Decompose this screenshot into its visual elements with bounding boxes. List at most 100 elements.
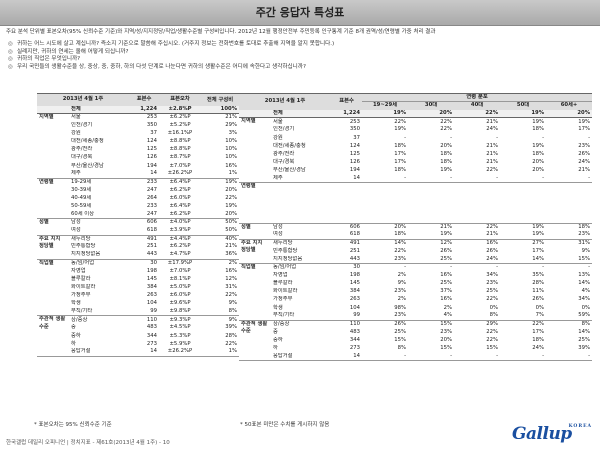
age-share-cell: 0% <box>535 304 545 311</box>
composition-cell: 19% <box>225 203 238 210</box>
age-share-cell: 23% <box>578 142 591 149</box>
sample-count-cell: 37 <box>353 134 361 141</box>
row-label: 부산/울산/경남 <box>71 162 104 169</box>
composition-cell: 9% <box>228 316 238 323</box>
row-label: 자영업 <box>273 272 288 279</box>
age-share-cell <box>500 183 546 191</box>
row-label: 여성 <box>271 231 332 240</box>
sample-count-cell: 350 <box>349 126 361 133</box>
age-share-cell: 21% <box>578 166 591 173</box>
age-share-cell: - <box>588 134 591 141</box>
sample-count-header: 표본수 <box>129 93 160 106</box>
sample-count-cell: 273 <box>146 340 158 347</box>
group-label: 주요 지지 정당별 <box>37 235 69 260</box>
age-share-cell: 22% <box>440 118 453 125</box>
row-label: 제주 <box>271 174 332 184</box>
composition-cell: 10% <box>225 146 238 153</box>
table-row: 중하 344 ±5.3%P 28% <box>37 332 239 340</box>
age-share-cell: 24% <box>486 126 499 133</box>
age-share-cell: 27% <box>532 240 545 247</box>
sample-count-cell: 14 <box>331 174 363 184</box>
group-label: 주관적 생활수준 <box>37 315 69 357</box>
age-share-cell <box>546 207 592 215</box>
age-share-cell: 21% <box>486 158 499 165</box>
composition-cell: 31% <box>225 283 238 290</box>
sample-error-cell: ±6.2%P <box>169 243 191 250</box>
sample-count-cell: 126 <box>349 158 361 165</box>
sample-error-cell: ±4.0%P <box>169 219 191 226</box>
composition-cell: 9% <box>228 300 238 307</box>
row-label: 서울 <box>273 118 283 125</box>
sample-error-cell: ±8.1%P <box>169 275 191 282</box>
age-share-cell: 18% <box>440 150 453 157</box>
age-share-cell: 18% <box>532 126 545 133</box>
age-col-header: 60세+ <box>546 101 593 110</box>
sample-error-cell: ±6.2%P <box>169 114 191 121</box>
sample-error-cell: ±6.0%P <box>169 292 191 299</box>
table-row: 제주 14- - - - - <box>239 174 593 184</box>
age-share-cell: 19% <box>500 109 547 119</box>
age-share-cell: 16% <box>440 296 453 303</box>
age-share-cell: 39% <box>578 345 591 351</box>
age-share-cell <box>408 215 455 224</box>
age-share-cell: 15% <box>546 255 593 265</box>
composition-cell: 2% <box>228 259 238 266</box>
age-share-cell: 23% <box>394 288 407 295</box>
age-share-cell: 15% <box>440 320 453 327</box>
circle-bullet-icon: ◎ <box>8 56 13 63</box>
sample-error-cell: ±9.8%P <box>159 307 202 317</box>
sample-count-cell: 247 <box>129 210 160 220</box>
row-label: 무직/기타 <box>69 307 130 317</box>
row-label: 제주 <box>69 170 130 179</box>
question-text: 귀하는 어느 시도에 살고 계십니까? 즉소지 기준으로 말씀해 주십시오. (… <box>17 41 335 47</box>
composition-header: 전체 구성비 <box>201 93 240 106</box>
age-share-cell: 19% <box>362 109 409 119</box>
age-share-cell: 4% <box>408 312 455 321</box>
age-share-cell: 18% <box>578 223 591 230</box>
question-item: ◎ 우리 국민들의 생활수준을 상, 중상, 중, 중하, 하의 다섯 단계로 나… <box>8 64 593 72</box>
age-share-cell: 24% <box>532 345 545 351</box>
age-share-cell <box>454 207 500 215</box>
table-row: 연령별 19-29세 233 ±6.4%P 19% <box>37 178 239 220</box>
sample-count-cell <box>331 191 362 199</box>
table-row: 자영업 198 2% 16% 34% 35% 13% <box>239 272 592 280</box>
sample-count-cell: 233 <box>146 203 158 210</box>
age-share-cell: 17% <box>532 247 545 254</box>
age-share-cell: 25% <box>440 280 453 287</box>
question-text: 귀하의 직업은 무엇입니까? <box>17 56 81 63</box>
table-row: 연령별 <box>239 182 592 224</box>
row-label: 농/임/어업 <box>273 264 297 271</box>
table-row: 성별 남성 606 20% 21% 22% 19% 18% <box>239 223 592 240</box>
composition-cell: 21% <box>225 114 238 121</box>
table-row: 지지정당없음 443 23% 25% 24% 14% 15% <box>239 255 593 265</box>
table-row: 학생 104 98% 2% 0% 0% 0% <box>239 304 592 312</box>
table-row: 여성 618 ±3.9%P 50% <box>37 226 240 236</box>
age-share-cell: 19% <box>532 142 545 149</box>
age-share-cell: 34% <box>486 272 499 279</box>
sample-count-cell: 491 <box>349 240 361 247</box>
row-label: 지지정당없음 <box>271 255 332 265</box>
row-label: 화이트칼라 <box>273 288 298 295</box>
age-share-cell: 17% <box>394 158 407 165</box>
sample-error-cell: ±7.0%P <box>169 267 191 274</box>
age-share-cell: 15% <box>486 345 499 351</box>
age-share-cell: 22% <box>394 247 407 254</box>
group-label <box>239 109 271 119</box>
age-share-cell: 20% <box>440 336 453 343</box>
table-row: 주관적 생활수준 상/중상 110 26% 15% 29% 22% 8% <box>239 320 592 362</box>
age-share-cell: - <box>588 264 591 271</box>
age-share-cell: 15% <box>440 345 453 351</box>
age-col-header: 19~29세 <box>362 101 409 110</box>
table-row: 화이트칼라 384 23% 37% 25% 11% 4% <box>239 288 592 296</box>
age-share-cell: 17% <box>394 150 407 157</box>
composition-cell: 39% <box>225 324 238 331</box>
row-label: 60세 이상 <box>69 210 130 220</box>
age-share-cell: 26% <box>486 247 499 254</box>
table-row: 대구/경북 126 ±8.7%P 10% <box>37 154 239 162</box>
sample-count-cell: 125 <box>146 146 158 153</box>
row-label: 중 <box>71 324 76 331</box>
sample-count-cell: 30 <box>353 264 361 271</box>
row-label: 상/중상 <box>273 320 290 327</box>
sample-count-cell: 126 <box>146 154 158 161</box>
age-share-cell: 16% <box>440 272 453 279</box>
